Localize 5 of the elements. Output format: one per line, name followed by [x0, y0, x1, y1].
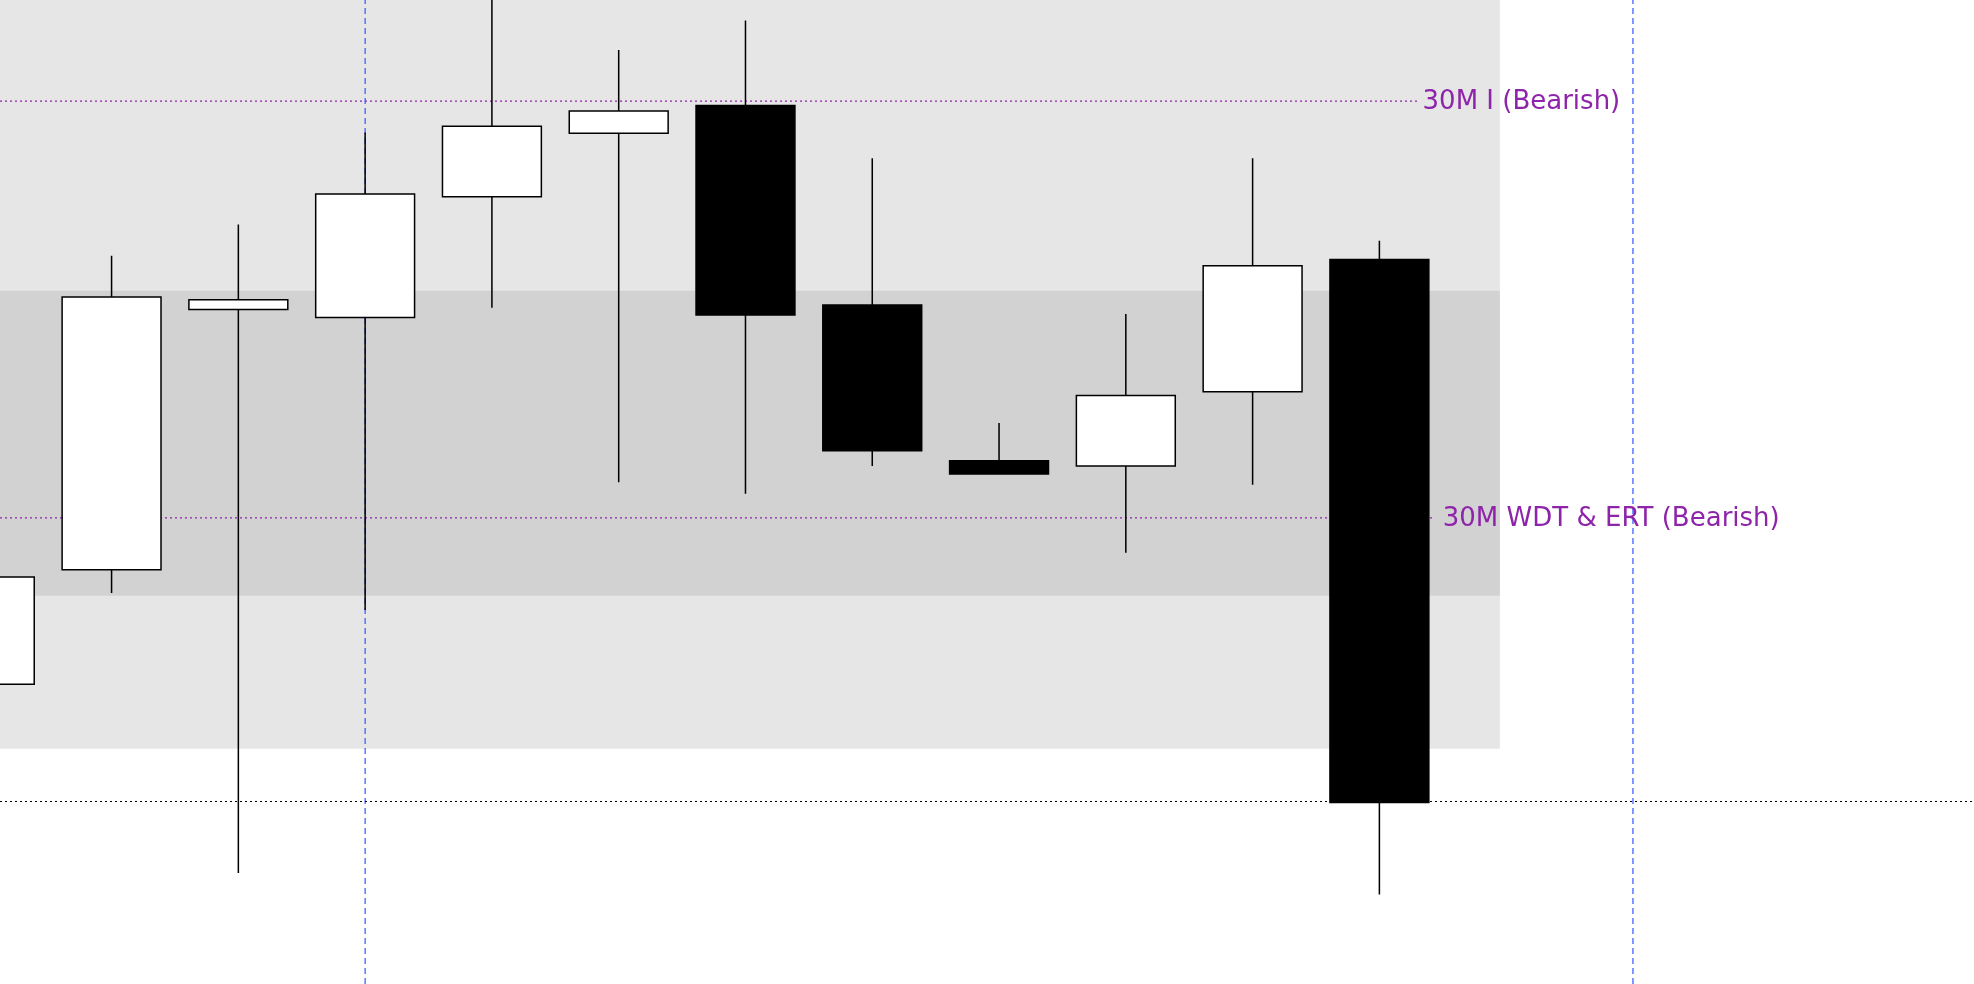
candlestick	[948, 423, 1050, 475]
candlestick	[1075, 313, 1177, 553]
ref-line-label: 30M WDT & ERT (Bearish)	[1442, 501, 1780, 532]
candlestick	[441, 0, 543, 308]
ref-line-label: 30M I (Bearish)	[1422, 85, 1621, 116]
